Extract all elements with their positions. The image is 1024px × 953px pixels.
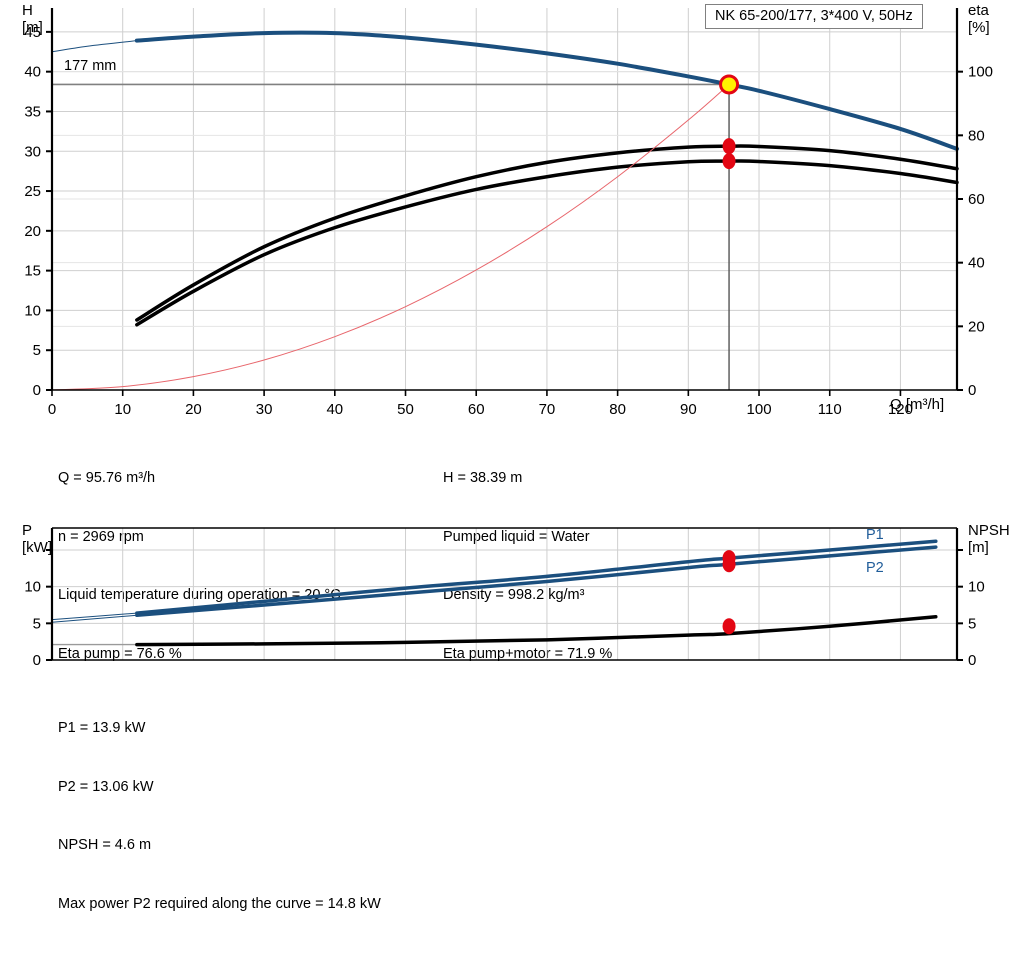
bottom-axes: 0 5 10 0 5 10 [24, 527, 985, 669]
top-duty-guides [52, 83, 730, 390]
curve-eta-pump-motor [135, 159, 959, 327]
curve-system-curve [51, 83, 730, 391]
top-duty-points [719, 74, 740, 170]
ytick-label: 0 [33, 652, 41, 669]
xtick-label: 30 [256, 401, 273, 418]
curve-h-head-curve-177-mm [134, 30, 959, 151]
info-density: Density = 998.2 kg/m³ [443, 587, 585, 603]
xtick-label: 90 [680, 401, 697, 418]
operating-info-left: Q = 95.76 m³/h n = 2969 rpm Liquid tempe… [58, 430, 341, 703]
head-duty-point[interactable] [719, 74, 740, 95]
ytick-label: 10 [24, 579, 41, 596]
y2tick-label: 40 [968, 255, 985, 272]
info-p1: P1 = 13.9 kW [58, 720, 146, 736]
head-efficiency-chart: 0 5 10 15 20 25 30 35 40 45 0 20 40 60 80 100 0 10 20 30 40 5… [24, 8, 993, 418]
eta-pump-duty-point[interactable] [722, 138, 736, 155]
top-gridlines [52, 8, 957, 390]
bottom-y-axis-title: P [kW] [22, 522, 52, 556]
bottom-y2-axis-title: NPSH [m] [968, 522, 1010, 556]
curve-p1 [135, 539, 938, 615]
info-q: Q = 95.76 m³/h [58, 470, 156, 486]
y2tick-label: 10 [968, 579, 985, 596]
p1-curve-label: P1 [866, 527, 884, 543]
curve-p2 [135, 545, 938, 618]
info-eta-pump-motor: Eta pump+motor = 71.9 % [443, 645, 613, 662]
xtick-label: 20 [185, 401, 202, 418]
ytick-label: 0 [33, 382, 41, 399]
ytick-label: 5 [33, 615, 41, 632]
curve-npsh [135, 614, 938, 647]
ytick-label: 30 [24, 143, 41, 160]
info-max-power: Max power P2 required along the curve = … [58, 895, 381, 912]
info-h: H = 38.39 m [443, 470, 523, 486]
impeller-size-label: 177 mm [64, 58, 117, 74]
pump-title-box: NK 65-200/177, 3*400 V, 50Hz [705, 4, 923, 29]
top-y2-axis-title: eta [%] [968, 2, 990, 36]
curve-eta-pump [135, 144, 959, 322]
ytick-label: 20 [24, 223, 41, 240]
info-n: n = 2969 rpm [58, 528, 144, 545]
info-eta-pump: Eta pump = 76.6 % [58, 645, 182, 662]
xtick-label: 0 [48, 401, 56, 418]
p2-curve-label: P2 [866, 560, 884, 576]
p2-duty-point[interactable] [722, 556, 736, 573]
bottom-series [51, 539, 938, 647]
xtick-label: 70 [539, 401, 556, 418]
info-liquid-temperature: Liquid temperature during operation = 20… [58, 587, 341, 603]
xtick-label: 100 [747, 401, 772, 418]
top-series [51, 30, 959, 391]
y2tick-label: 20 [968, 318, 985, 335]
info-npsh: NPSH = 4.6 m [58, 837, 152, 853]
curve-h-curve-extrapolated-thin- [51, 40, 138, 53]
info-p2: P2 = 13.06 kW [58, 778, 154, 795]
xtick-label: 110 [818, 401, 842, 418]
y2tick-label: 60 [968, 191, 985, 208]
xtick-label: 10 [114, 401, 131, 418]
y2tick-label: 80 [968, 127, 985, 144]
power-info-block: P1 = 13.9 kW P2 = 13.06 kW NPSH = 4.6 m … [58, 680, 381, 953]
pump-curve-page: 0 5 10 15 20 25 30 35 40 45 0 20 40 60 80 100 0 10 20 30 40 5… [22, 2, 1010, 912]
xtick-label: 60 [468, 401, 485, 418]
xtick-label: 120 [888, 401, 913, 418]
y2tick-label: 100 [968, 64, 993, 81]
xtick-label: 80 [609, 401, 626, 418]
ytick-label: 25 [24, 183, 41, 200]
ytick-label: 40 [24, 64, 41, 81]
top-x-axis-title: Q [m³/h] [890, 396, 945, 413]
y2tick-label: 0 [968, 382, 976, 399]
y2tick-label: 5 [968, 615, 976, 632]
top-y-axis-title: H [m] [22, 2, 43, 36]
xtick-label: 50 [397, 401, 414, 418]
y2tick-label: 0 [968, 652, 976, 669]
ytick-label: 45 [24, 24, 41, 41]
ytick-label: 35 [24, 103, 41, 120]
operating-info-right: H = 38.39 m Pumped liquid = Water Densit… [443, 430, 612, 703]
xtick-label: 40 [326, 401, 343, 418]
ytick-label: 10 [24, 302, 41, 319]
curve-p2-extrapolated [51, 614, 138, 623]
info-pumped-liquid: Pumped liquid = Water [443, 528, 590, 545]
curve-p1-extrapolated [51, 612, 138, 621]
npsh-duty-point[interactable] [722, 618, 736, 635]
top-axes: 0 5 10 15 20 25 30 35 40 45 0 20 40 60 80 100 0 10 20 30 40 5… [24, 8, 993, 418]
ytick-label: 15 [24, 263, 41, 280]
eta-pump-motor-duty-point[interactable] [722, 153, 736, 170]
power-npsh-chart: 0 5 10 0 5 10 [24, 527, 985, 669]
bottom-duty-points [722, 550, 736, 635]
ytick-label: 5 [33, 342, 41, 359]
